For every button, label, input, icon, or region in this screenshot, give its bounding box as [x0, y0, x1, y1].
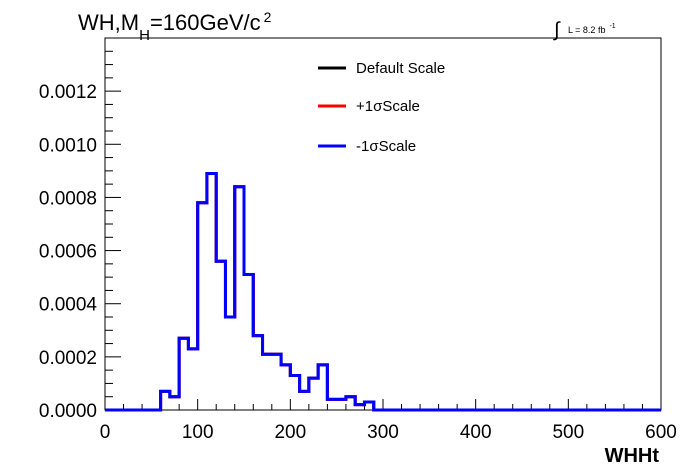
legend-label: Default Scale	[356, 60, 445, 77]
y-tick-label: 0.0012	[39, 82, 97, 103]
y-tick-label: 0.0008	[39, 188, 97, 209]
y-tick-label: 0.0004	[39, 295, 98, 316]
series-group	[105, 172, 661, 412]
title-main: WH,M	[78, 10, 139, 35]
legend-label: -1σScale	[356, 138, 416, 155]
lumi-label: L = 8.2 fb -1	[568, 23, 616, 35]
title-subscript: H	[139, 27, 150, 44]
series-line-3	[105, 172, 661, 412]
y-tick-label: 0.0000	[39, 401, 97, 422]
x-tick-label: 600	[645, 422, 677, 443]
title-superscript: 2	[264, 9, 272, 25]
x-tick-label: 100	[182, 422, 214, 443]
y-tick-label: 0.0010	[39, 135, 97, 156]
y-axis: 0.0000 0.0002 0.0004 0.0006 0.0008 0.0010 0.00…	[39, 37, 121, 422]
series-line-1	[105, 172, 661, 412]
title-rest: =160GeV/c	[150, 10, 261, 35]
legend: Default Scale +1σScale -1σScale	[318, 60, 445, 155]
x-tick-label: 400	[460, 422, 492, 443]
plot-frame	[104, 37, 662, 411]
x-axis: 0 100 200 300 400 500 600	[100, 399, 677, 443]
lumi-superscript: -1	[609, 23, 615, 30]
series-line-2	[105, 172, 661, 412]
legend-label: +1σScale	[356, 98, 420, 115]
x-tick-label: 300	[367, 422, 399, 443]
x-tick-label: 0	[100, 422, 111, 443]
x-tick-label: 500	[552, 422, 584, 443]
lumi-integral: ∫	[553, 19, 561, 41]
y-tick-label: 0.0002	[39, 348, 97, 369]
y-tick-label: 0.0006	[39, 242, 97, 263]
x-tick-label: 200	[274, 422, 306, 443]
x-axis-label: WHHt	[605, 445, 660, 467]
lumi-text: L = 8.2 fb	[568, 25, 605, 35]
chart-title: WH,MH=160GeV/c 2	[78, 9, 272, 44]
